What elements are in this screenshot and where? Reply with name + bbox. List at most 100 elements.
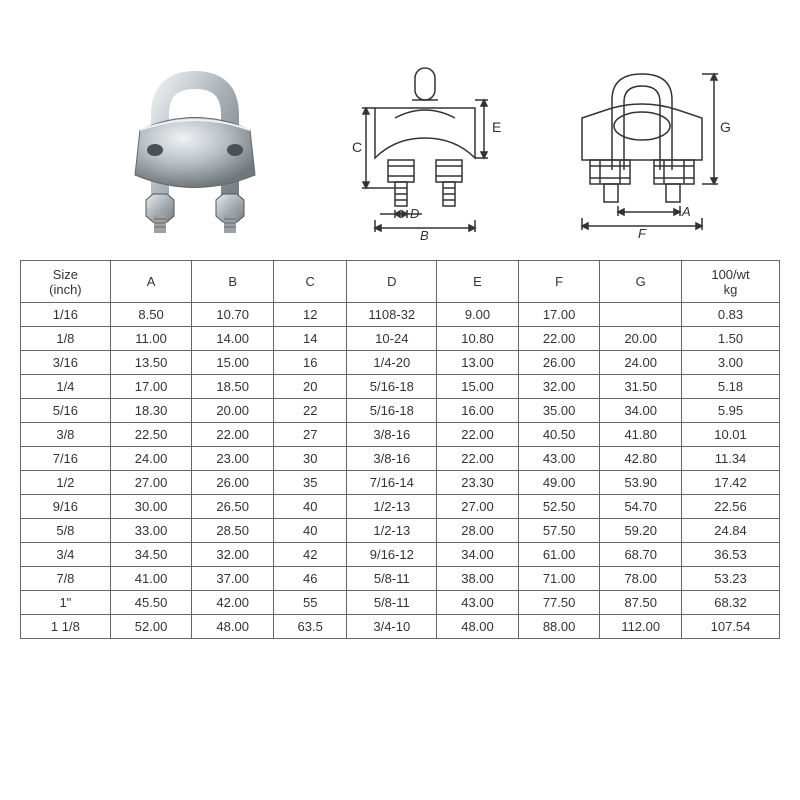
table-cell: 3/16: [21, 351, 111, 375]
table-cell: 87.50: [600, 591, 682, 615]
table-cell: 22.00: [518, 327, 600, 351]
table-cell: 7/16: [21, 447, 111, 471]
table-cell: 7/16-14: [347, 471, 437, 495]
table-cell: 31.50: [600, 375, 682, 399]
table-header-cell: E: [437, 261, 519, 303]
table-cell: 15.00: [437, 375, 519, 399]
dim-label-c: C: [352, 139, 362, 155]
table-cell: 24.00: [110, 447, 192, 471]
dim-label-d: D: [410, 206, 419, 221]
table-cell: 68.70: [600, 543, 682, 567]
table-cell: 16: [273, 351, 346, 375]
table-cell: 12: [273, 303, 346, 327]
table-body: 1/168.5010.70121108-329.0017.000.831/811…: [21, 303, 780, 639]
table-cell: 35: [273, 471, 346, 495]
table-cell: 32.00: [192, 543, 274, 567]
table-row: 1"45.5042.00555/8-1143.0077.5087.5068.32: [21, 591, 780, 615]
table-cell: 5/8-11: [347, 591, 437, 615]
table-header-cell: A: [110, 261, 192, 303]
table-header-cell: F: [518, 261, 600, 303]
table-header-cell: D: [347, 261, 437, 303]
spec-table: Size(inch)ABCDEFG100/wtkg 1/168.5010.701…: [20, 260, 780, 639]
table-cell: 49.00: [518, 471, 600, 495]
table-cell: 30: [273, 447, 346, 471]
table-cell: 30.00: [110, 495, 192, 519]
table-row: 1/417.0018.50205/16-1815.0032.0031.505.1…: [21, 375, 780, 399]
table-cell: 5/16-18: [347, 399, 437, 423]
table-header-cell: G: [600, 261, 682, 303]
table-cell: 16.00: [437, 399, 519, 423]
table-cell: 53.23: [682, 567, 780, 591]
table-cell: 53.90: [600, 471, 682, 495]
table-row: 5/1618.3020.00225/16-1816.0035.0034.005.…: [21, 399, 780, 423]
table-cell: 20.00: [192, 399, 274, 423]
table-row: 9/1630.0026.50401/2-1327.0052.5054.7022.…: [21, 495, 780, 519]
table-cell: 11.34: [682, 447, 780, 471]
table-cell: 24.00: [600, 351, 682, 375]
table-cell: 1": [21, 591, 111, 615]
table-header-cell: 100/wtkg: [682, 261, 780, 303]
table-cell: 59.20: [600, 519, 682, 543]
table-cell: 0.83: [682, 303, 780, 327]
table-cell: 40: [273, 519, 346, 543]
table-row: 7/841.0037.00465/8-1138.0071.0078.0053.2…: [21, 567, 780, 591]
table-cell: 40: [273, 495, 346, 519]
table-cell: 3/8-16: [347, 447, 437, 471]
table-cell: 1108-32: [347, 303, 437, 327]
table-cell: 36.53: [682, 543, 780, 567]
table-cell: 43.00: [437, 591, 519, 615]
diagram-row: C E D B: [0, 0, 800, 260]
table-cell: 3/4: [21, 543, 111, 567]
table-cell: 11.00: [110, 327, 192, 351]
table-row: 1/227.0026.00357/16-1423.3049.0053.9017.…: [21, 471, 780, 495]
table-cell: 3/8: [21, 423, 111, 447]
table-cell: 3/8-16: [347, 423, 437, 447]
table-cell: 27: [273, 423, 346, 447]
table-cell: 17.42: [682, 471, 780, 495]
table-cell: 42.00: [192, 591, 274, 615]
table-cell: 57.50: [518, 519, 600, 543]
table-cell: 42: [273, 543, 346, 567]
table-cell: 41.80: [600, 423, 682, 447]
dim-label-b: B: [420, 228, 429, 240]
table-cell: 22: [273, 399, 346, 423]
table-cell: 35.00: [518, 399, 600, 423]
table-cell: 24.84: [682, 519, 780, 543]
table-cell: 26.00: [518, 351, 600, 375]
table-cell: 8.50: [110, 303, 192, 327]
table-cell: 5.18: [682, 375, 780, 399]
table-cell: 15.00: [192, 351, 274, 375]
table-cell: 27.00: [437, 495, 519, 519]
table-cell: 34.50: [110, 543, 192, 567]
table-cell: 13.00: [437, 351, 519, 375]
table-row: 1/168.5010.70121108-329.0017.000.83: [21, 303, 780, 327]
table-cell: 5/16-18: [347, 375, 437, 399]
diagram-side: C E D B: [340, 60, 510, 240]
table-header-row: Size(inch)ABCDEFG100/wtkg: [21, 261, 780, 303]
table-cell: 10.70: [192, 303, 274, 327]
table-cell: 7/8: [21, 567, 111, 591]
table-cell: 71.00: [518, 567, 600, 591]
table-cell: 23.00: [192, 447, 274, 471]
table-row: 3/1613.5015.00161/4-2013.0026.0024.003.0…: [21, 351, 780, 375]
product-photo: [100, 60, 290, 240]
table-cell: 9.00: [437, 303, 519, 327]
table-cell: 5.95: [682, 399, 780, 423]
table-cell: 48.00: [192, 615, 274, 639]
table-cell: 28.00: [437, 519, 519, 543]
table-row: 1 1/852.0048.0063.53/4-1048.0088.00112.0…: [21, 615, 780, 639]
dim-label-a: A: [681, 204, 691, 219]
table-cell: 26.50: [192, 495, 274, 519]
table-cell: 3/4-10: [347, 615, 437, 639]
table-row: 5/833.0028.50401/2-1328.0057.5059.2024.8…: [21, 519, 780, 543]
table-cell: 43.00: [518, 447, 600, 471]
table-cell: 28.50: [192, 519, 274, 543]
table-cell: 1/4: [21, 375, 111, 399]
dim-label-g: G: [720, 119, 730, 135]
table-cell: [600, 303, 682, 327]
table-cell: 18.30: [110, 399, 192, 423]
table-cell: 1.50: [682, 327, 780, 351]
table-cell: 42.80: [600, 447, 682, 471]
table-cell: 77.50: [518, 591, 600, 615]
dim-label-e: E: [492, 119, 501, 135]
